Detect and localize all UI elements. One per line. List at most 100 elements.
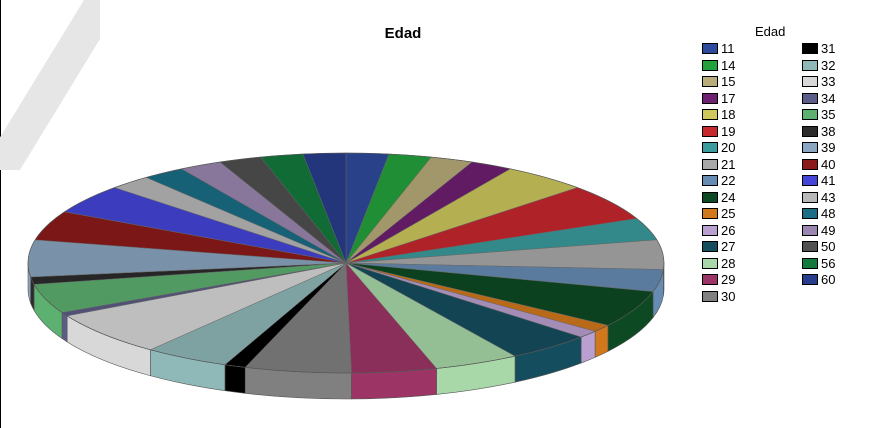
legend-entry-27: 27	[702, 240, 735, 253]
legend-label: 14	[721, 57, 736, 73]
legend-entry-39: 39	[802, 141, 835, 154]
legend-label: 56	[821, 255, 836, 271]
legend-swatch	[702, 191, 718, 203]
legend-entry-25: 25	[702, 207, 735, 220]
legend-swatch	[702, 158, 718, 170]
pie-side-34	[61, 311, 68, 343]
legend-swatch	[802, 158, 818, 170]
legend-label: 35	[821, 107, 836, 122]
legend: Edad 11 14 15 17 18 19 20 21 22 24 25 26 27 28 29 30 31 3…	[700, 24, 870, 314]
legend-swatch	[802, 274, 818, 285]
legend-label: 38	[821, 123, 836, 139]
legend-label: 26	[721, 222, 736, 238]
legend-label: 43	[821, 189, 836, 205]
legend-swatch	[702, 290, 718, 302]
legend-label: 21	[721, 156, 736, 172]
legend-label: 48	[821, 206, 836, 221]
chart-title: Edad	[384, 25, 422, 42]
legend-label: 18	[721, 107, 736, 122]
legend-swatch	[702, 274, 718, 285]
pie-top-faces	[27, 152, 665, 374]
legend-label: 32	[821, 57, 836, 73]
legend-swatch	[802, 109, 818, 120]
legend-label: 30	[721, 288, 736, 304]
legend-swatch	[702, 175, 718, 186]
legend-swatch	[702, 59, 718, 71]
legend-label: 28	[721, 255, 736, 271]
legend-swatch	[702, 241, 718, 252]
legend-entry-20: 20	[702, 141, 735, 154]
legend-label: 40	[821, 156, 836, 172]
legend-entry-14: 14	[702, 59, 735, 72]
legend-label: 49	[821, 222, 836, 238]
legend-label: 50	[821, 239, 836, 254]
legend-label: 29	[721, 272, 736, 287]
legend-swatch	[802, 125, 818, 137]
legend-swatch	[802, 208, 818, 219]
legend-label: 39	[821, 140, 836, 155]
legend-entry-17: 17	[702, 92, 735, 105]
legend-swatch	[802, 241, 818, 252]
legend-swatch	[802, 76, 818, 87]
legend-swatch	[802, 142, 818, 153]
legend-entry-28: 28	[702, 257, 735, 270]
legend-entry-11: 11	[702, 42, 735, 55]
legend-label: 15	[721, 74, 736, 89]
legend-entry-34: 34	[802, 92, 835, 105]
legend-entry-38: 38	[802, 125, 835, 138]
legend-label: 27	[721, 239, 736, 254]
legend-swatch	[802, 59, 818, 71]
pie-side-walls	[27, 262, 665, 400]
legend-label: 17	[721, 90, 736, 106]
legend-label: 33	[821, 74, 836, 89]
legend-entry-30: 30	[702, 290, 735, 303]
legend-swatch	[702, 92, 718, 104]
legend-swatch	[702, 43, 718, 54]
legend-entry-22: 22	[702, 174, 735, 187]
legend-swatch	[802, 191, 818, 203]
legend-entry-24: 24	[702, 191, 735, 204]
frame-border	[0, 0, 1, 428]
legend-swatch	[702, 142, 718, 153]
legend-label: 24	[721, 189, 736, 205]
legend-swatch	[802, 92, 818, 104]
legend-label: 60	[821, 272, 836, 287]
legend-entry-21: 21	[702, 158, 735, 171]
legend-entry-40: 40	[802, 158, 835, 171]
legend-title: Edad	[755, 24, 786, 39]
legend-swatch	[802, 224, 818, 236]
legend-entry-35: 35	[802, 108, 835, 121]
legend-entry-19: 19	[702, 125, 735, 138]
legend-label: 31	[821, 41, 836, 56]
legend-swatch	[802, 43, 818, 54]
legend-entry-60: 60	[802, 273, 835, 286]
legend-entry-26: 26	[702, 224, 735, 237]
pie-rim	[27, 152, 665, 374]
pie-side-31	[224, 364, 246, 394]
legend-entry-49: 49	[802, 224, 835, 237]
legend-swatch	[702, 208, 718, 219]
legend-entry-15: 15	[702, 75, 735, 88]
legend-label: 11	[721, 41, 735, 56]
legend-swatch	[702, 257, 718, 269]
legend-entry-31: 31	[802, 42, 835, 55]
legend-entry-18: 18	[702, 108, 735, 121]
legend-entry-32: 32	[802, 59, 835, 72]
legend-label: 20	[721, 140, 736, 155]
legend-swatch	[702, 109, 718, 120]
legend-label: 25	[721, 206, 736, 221]
legend-entry-29: 29	[702, 273, 735, 286]
legend-swatch	[702, 125, 718, 137]
legend-label: 34	[821, 90, 836, 106]
legend-swatch	[702, 76, 718, 87]
legend-entry-43: 43	[802, 191, 835, 204]
legend-label: 22	[721, 173, 736, 188]
legend-entry-33: 33	[802, 75, 835, 88]
legend-swatch	[702, 224, 718, 236]
legend-entry-41: 41	[802, 174, 835, 187]
legend-entry-56: 56	[802, 257, 835, 270]
legend-entry-48: 48	[802, 207, 835, 220]
legend-swatch	[802, 175, 818, 186]
